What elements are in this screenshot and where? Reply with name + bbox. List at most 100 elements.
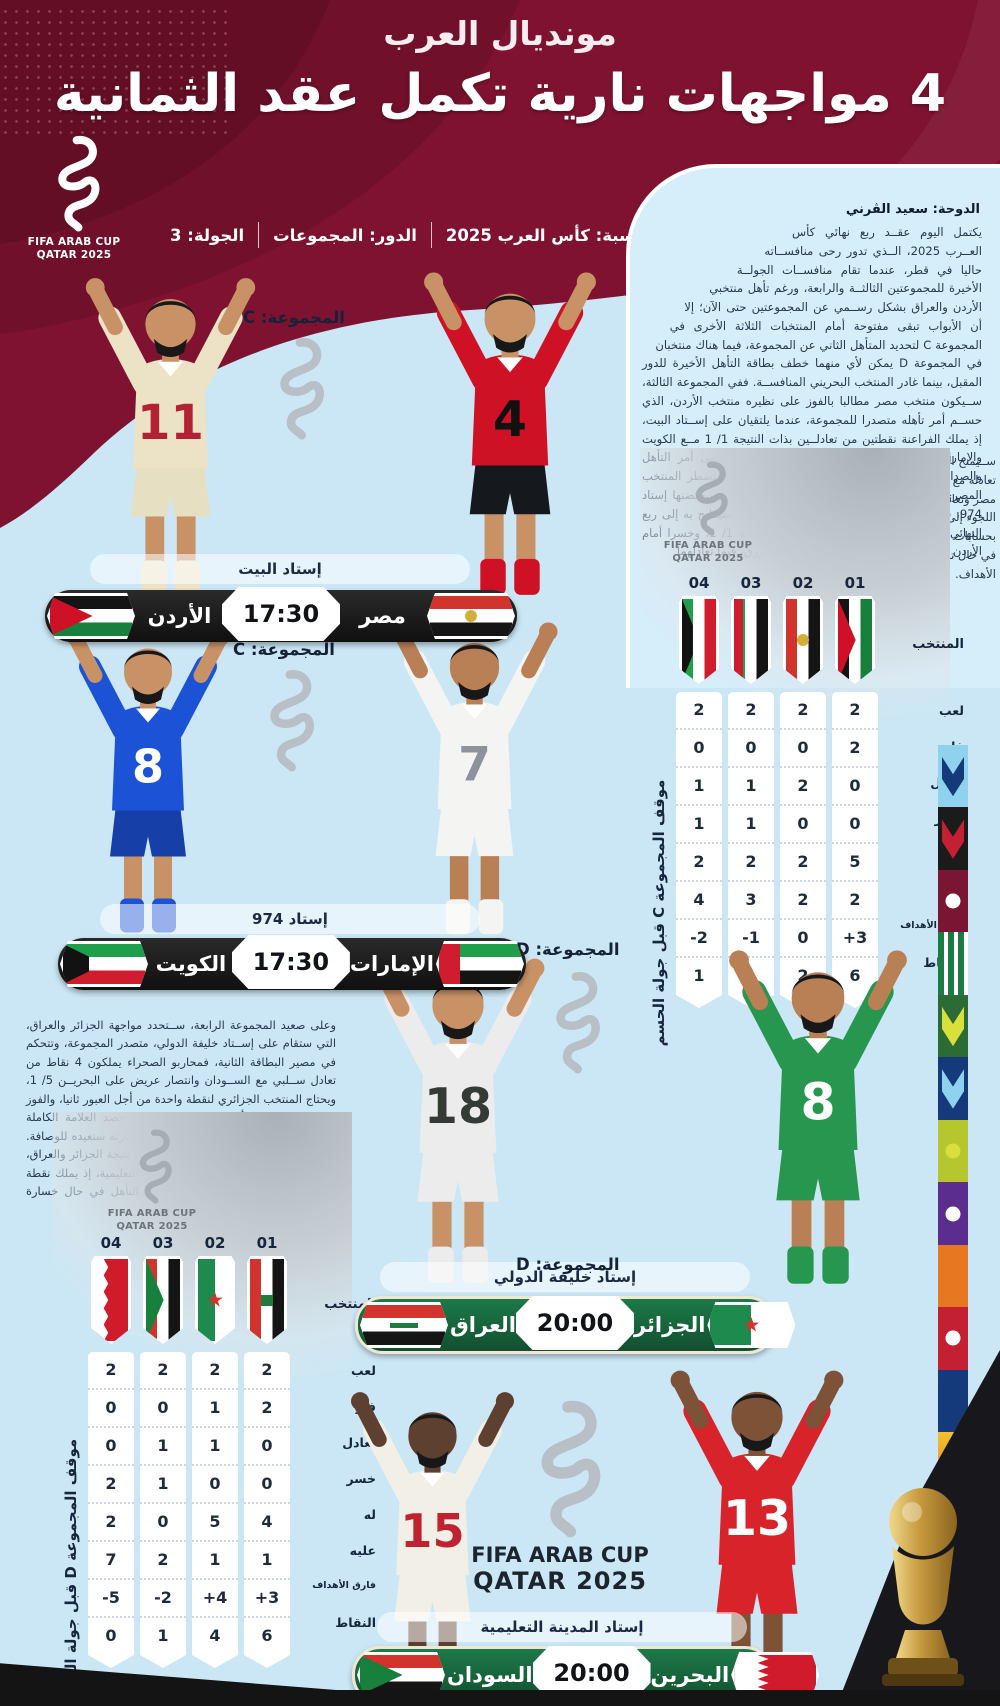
fifa-arab-cup-logo-gray: FIFA ARAB CUP QATAR 2025 [92, 1128, 212, 1233]
table-column-04: 04 2 0 1 1 2 4 -2 1 [676, 574, 722, 1008]
page-title: 4 مواجهات نارية تكمل عقد الثمانية [53, 64, 947, 124]
tournament-ribbon-icon [268, 336, 326, 444]
player-illustration-egypt: 4 [385, 247, 635, 597]
svg-text:8: 8 [132, 740, 164, 794]
player-illustration-kuwait: 8 [48, 602, 248, 937]
table-column-02: 02 2 0 2 0 2 2 0 2 [780, 574, 826, 1008]
match-bar-kuwait-uae: الكويت 17:30 الإمارات [58, 935, 526, 990]
tournament-logo-line2: QATAR 2025 [36, 249, 112, 262]
team-name-right: الإمارات [349, 952, 434, 976]
wordmark-line2: QATAR 2025 [473, 1567, 647, 1595]
flag-uae [436, 941, 524, 987]
team-name-right: مصر [359, 604, 406, 628]
column-header: 01 [844, 574, 866, 592]
group-label-match-4: المجموعة: D [516, 1255, 620, 1274]
column-header: 04 [688, 574, 710, 592]
team-name-right: البحرين [650, 1663, 730, 1687]
flag-kuwait [679, 596, 719, 684]
tournament-logo-line1: FIFA ARAB CUP [27, 236, 121, 248]
logo-line1: FIFA ARAB CUP [107, 1208, 197, 1219]
table-column-03: 03 2 0 1 1 0 2 -2 1 [140, 1234, 186, 1668]
flag-uae [731, 596, 771, 684]
column-header: 03 [740, 574, 762, 592]
player-illustration-uae: 7 [372, 597, 577, 937]
cell-stack: 2 2 0 0 4 1 +3 6 [244, 1352, 290, 1668]
flag-jordan [47, 593, 135, 639]
kickoff-time: 20:00 [515, 1296, 634, 1350]
column-header: 02 [204, 1234, 226, 1252]
table-column-01: 01 2 2 0 0 5 2 +3 6 [832, 574, 878, 1008]
byline: الدوحة: سعيد الڨرني [845, 202, 980, 217]
cell-stack: 2 0 1 1 0 2 -2 1 [140, 1352, 186, 1668]
divider [430, 222, 432, 248]
group-c-standings-table: موقف المجموعة C قبل جولة الحسم 04 2 0 1 … [648, 574, 964, 1047]
player-illustration-jordan: 11 [48, 253, 293, 598]
kicker: مونديال العرب [383, 14, 617, 53]
flag-jordan [835, 596, 875, 684]
tournament-ribbon-icon [525, 1398, 603, 1542]
team-name-left: الكويت [155, 952, 227, 976]
group-label-match-2: المجموعة: C [233, 640, 335, 659]
flag-algeria [707, 1302, 796, 1348]
flag-algeria [195, 1256, 235, 1344]
stadium-label-match-4: إستاد المدينة التعليمية [377, 1612, 747, 1642]
tournament-ribbon-icon [258, 668, 316, 776]
svg-text:13: 13 [723, 1489, 791, 1547]
stadium-label-match-3: إستاد خليفة الدولي [380, 1262, 750, 1292]
svg-text:4: 4 [493, 391, 527, 448]
team-name-left: العراق [450, 1313, 516, 1337]
table-column-03: 03 2 0 1 1 2 3 -1 1 [728, 574, 774, 1008]
wordmark-line1: FIFA ARAB CUP [471, 1543, 649, 1567]
flag-kuwait [60, 941, 148, 987]
cell-stack: 2 1 1 0 5 1 +4 4 [192, 1352, 238, 1668]
match-bar-jordan-egypt: الأردن 17:30 مصر [45, 587, 517, 642]
divider [258, 222, 260, 248]
tournament-logo: FIFA ARAB CUP QATAR 2025 [18, 134, 130, 262]
group-d-standings-table: موقف المجموعة D قبل جولة الحسم 04 2 0 0 … [60, 1234, 376, 1706]
stadium-label-match-2: إستاد 974 [100, 904, 480, 934]
svg-text:18: 18 [424, 1077, 492, 1135]
column-header: 02 [792, 574, 814, 592]
table-column-04: 04 2 0 0 2 2 7 -5 0 [88, 1234, 134, 1668]
column-header: 04 [100, 1234, 122, 1252]
bottom-black-band [0, 1690, 1000, 1706]
player-illustration-iraq: 18 [338, 933, 578, 1285]
table-column-01: 01 2 2 0 0 4 1 +3 6 [244, 1234, 290, 1668]
match-bar-iraq-algeria: العراق 20:00 الجزائر [355, 1296, 796, 1354]
group-c-side-label: موقف المجموعة C قبل جولة الحسم [650, 779, 668, 1047]
cell-stack: 2 0 1 1 2 4 -2 1 [676, 692, 722, 1008]
svg-text:11: 11 [137, 395, 204, 451]
flag-egypt [783, 596, 823, 684]
decorative-dots-pattern [0, 6, 235, 136]
team-name-left: السودان [447, 1663, 533, 1687]
column-header: 01 [256, 1234, 278, 1252]
player-illustration-sudan: 15 [330, 1368, 535, 1700]
player-illustration-algeria: 8 [692, 924, 944, 1286]
tournament-ribbon-icon [544, 970, 602, 1078]
cell-stack: 2 0 2 0 2 2 0 2 [780, 692, 826, 1008]
stadium-label-match-1: إستاد البيت [90, 554, 470, 584]
player-illustration-bahrain: 13 [648, 1345, 866, 1697]
team-name-left: الأردن [147, 604, 212, 628]
logo-line2: QATAR 2025 [116, 1220, 188, 1232]
arab-cup-trophy-icon [882, 1488, 964, 1686]
flag-iraq [360, 1302, 448, 1348]
tournament-ribbon-icon [47, 134, 101, 232]
kickoff-time: 17:30 [231, 935, 350, 989]
svg-text:15: 15 [400, 1504, 464, 1558]
team-name-right: الجزائر [633, 1313, 706, 1337]
svg-text:8: 8 [800, 1072, 835, 1131]
flag-bahrain [91, 1256, 131, 1344]
match-bar-sudan-bahrain: السودان 20:00 البحرين [352, 1646, 820, 1704]
fifa-arab-cup-wordmark: FIFA ARAB CUP QATAR 2025 [455, 1543, 665, 1595]
cell-stack: 2 2 0 0 5 2 +3 6 [832, 692, 878, 1008]
group-label-match-1: المجموعة: C [243, 308, 345, 327]
cell-stack: 2 0 0 2 2 7 -5 0 [88, 1352, 134, 1668]
fifa-arab-cup-logo-gray: FIFA ARAB CUP QATAR 2025 [648, 460, 768, 565]
table-column-02: 02 2 1 1 0 5 1 +4 4 [192, 1234, 238, 1668]
info-matchday: الجولة: 3 [170, 225, 245, 245]
info-round: الدور: المجموعات [273, 225, 417, 245]
logo-line1: FIFA ARAB CUP [663, 540, 753, 551]
kickoff-time: 17:30 [222, 587, 340, 641]
